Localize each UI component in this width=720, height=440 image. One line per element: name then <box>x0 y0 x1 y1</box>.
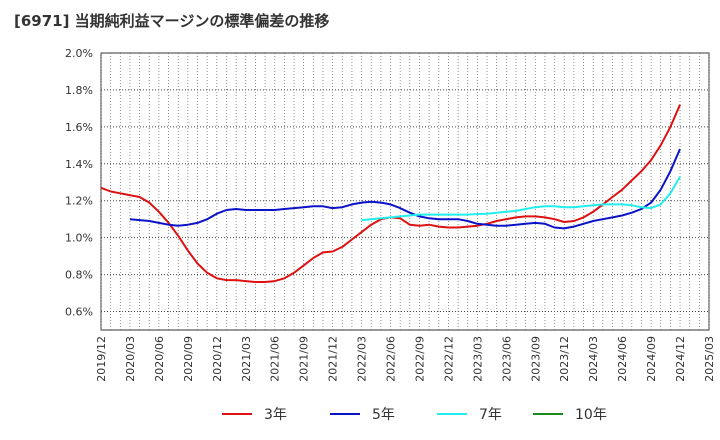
y-tick-label: 0.8% <box>65 269 93 282</box>
x-tick-label: 2023/12 <box>558 336 571 382</box>
x-tick-label: 2019/12 <box>95 336 108 382</box>
x-tick-label: 2024/03 <box>587 336 600 382</box>
x-tick-label: 2022/12 <box>442 336 455 382</box>
legend-label: 10年 <box>575 407 607 423</box>
legend-label: 5年 <box>372 407 395 423</box>
x-tick-label: 2021/03 <box>240 336 253 382</box>
x-tick-label: 2022/06 <box>385 336 398 382</box>
x-tick-label: 2020/03 <box>124 336 137 382</box>
legend: 3年 5年 7年 10年 <box>222 407 607 423</box>
series-line-5年 <box>129 148 681 230</box>
x-tick-label: 2024/09 <box>645 336 658 382</box>
y-tick-label: 1.8% <box>65 84 93 97</box>
y-tick-label: 1.2% <box>65 195 93 208</box>
x-tick-label: 2025/03 <box>703 336 716 382</box>
x-tick-label: 2021/06 <box>269 336 282 382</box>
x-tick-label: 2021/09 <box>298 336 311 382</box>
legend-label: 7年 <box>479 407 502 423</box>
series-lines <box>100 104 681 283</box>
plot-area <box>100 52 710 331</box>
grid-lines <box>100 52 710 330</box>
x-tick-label: 2023/03 <box>471 336 484 382</box>
x-tick-label: 2023/09 <box>529 336 542 382</box>
x-tick-label: 2024/12 <box>674 336 687 382</box>
x-tick-label: 2022/03 <box>356 336 369 382</box>
x-tick-label: 2023/06 <box>500 336 513 382</box>
y-tick-label: 1.6% <box>65 121 93 134</box>
x-tick-label: 2021/12 <box>327 336 340 382</box>
y-tick-label: 1.4% <box>65 158 93 171</box>
x-tick-label: 2020/06 <box>153 336 166 382</box>
x-tick-label: 2020/12 <box>211 336 224 382</box>
x-axis-labels: 2019/12 2020/03 2020/06 2020/09 2020/12 2021/… <box>95 336 716 382</box>
x-tick-label: 2020/09 <box>182 336 195 382</box>
chart-title: [6971] 当期純利益マージンの標準偏差の推移 <box>14 12 330 30</box>
series-line-7年 <box>361 176 681 222</box>
y-tick-label: 1.0% <box>65 232 93 245</box>
x-tick-label: 2024/06 <box>616 336 629 382</box>
x-tick-label: 2022/09 <box>413 336 426 382</box>
y-axis-labels: 0.6% 0.8% 1.0% 1.2% 1.4% 1.6% 1.8% 2.0% <box>65 47 93 319</box>
y-tick-label: 0.6% <box>65 306 93 319</box>
y-tick-label: 2.0% <box>65 47 93 60</box>
legend-label: 3年 <box>264 407 287 423</box>
